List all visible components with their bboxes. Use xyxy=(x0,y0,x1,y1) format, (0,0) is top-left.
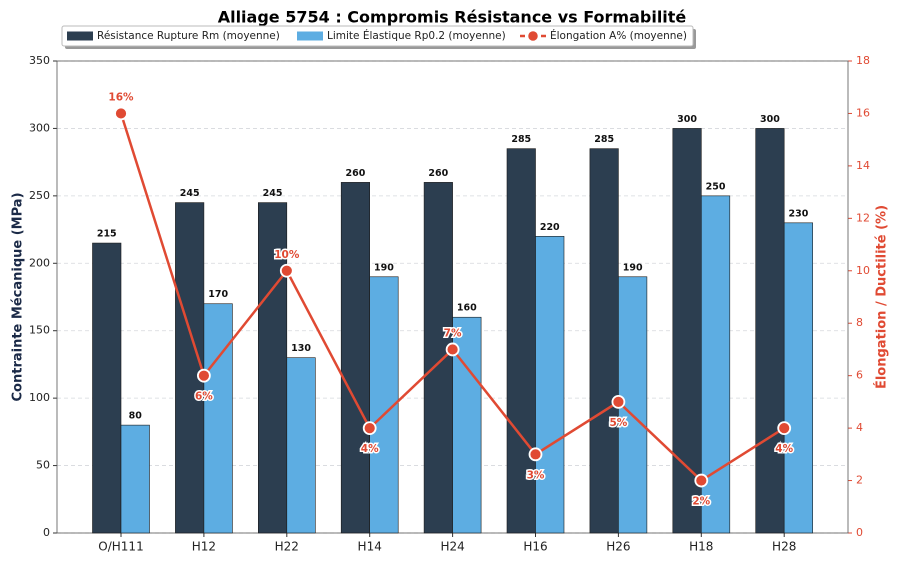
legend-label: Limite Élastique Rp0.2 (moyenne) xyxy=(327,29,506,42)
line-value-label: 10% xyxy=(274,249,300,261)
bar-value-label: 300 xyxy=(760,114,780,125)
bar-value-label: 220 xyxy=(540,222,560,233)
bar xyxy=(340,182,371,534)
y2-tick-label: 0 xyxy=(856,526,863,539)
line-value-label: 4% xyxy=(361,443,379,455)
legend-label: Résistance Rupture Rm (moyenne) xyxy=(97,30,280,42)
y-tick-label: 300 xyxy=(29,121,50,134)
bar-value-label: 130 xyxy=(291,343,311,354)
bar xyxy=(286,357,316,534)
line-value-label: 2% xyxy=(692,496,710,508)
bar xyxy=(423,182,453,534)
bar-value-label: 260 xyxy=(346,168,366,179)
line-value-label: 6% xyxy=(195,391,213,403)
y2-tick-label: 12 xyxy=(856,211,870,224)
bar-value-label: 230 xyxy=(789,208,809,219)
bar xyxy=(672,128,702,534)
bar-value-label: 300 xyxy=(677,114,697,125)
bar-value-label: 245 xyxy=(263,188,283,199)
y2-tick-label: 4 xyxy=(856,421,863,434)
x-tick-label: H26 xyxy=(606,540,630,554)
bar xyxy=(535,236,565,534)
x-tick-label: O/H111 xyxy=(98,540,143,554)
bar xyxy=(589,148,619,534)
bar xyxy=(120,424,150,534)
line-value-label: 3% xyxy=(527,469,545,481)
y2-tick-label: 2 xyxy=(856,474,863,487)
x-tick-label: H22 xyxy=(275,540,299,554)
bar-value-label: 190 xyxy=(374,262,394,273)
bar-value-label: 285 xyxy=(511,134,531,145)
bar xyxy=(175,202,205,534)
legend-swatch xyxy=(297,31,323,41)
y2-tick-label: 10 xyxy=(856,264,870,277)
bar-value-label: 245 xyxy=(180,188,200,199)
bar-value-label: 80 xyxy=(129,411,143,422)
x-tick-label: H18 xyxy=(689,540,713,554)
bar xyxy=(257,202,288,534)
y-axis-label: Contrainte Mécanique (MPa) xyxy=(11,192,26,401)
chart-title: Alliage 5754 : Compromis Résistance vs F… xyxy=(218,8,687,27)
line-marker xyxy=(694,473,709,488)
bar xyxy=(506,148,536,534)
y2-tick-label: 18 xyxy=(856,54,870,67)
y2-axis-label: Élongation / Ductilité (%) xyxy=(874,205,890,389)
line-marker xyxy=(528,447,543,462)
legend-swatch xyxy=(526,29,540,43)
bar-value-label: 160 xyxy=(457,303,477,314)
bar xyxy=(92,242,122,534)
legend-swatch xyxy=(67,31,93,41)
y2-tick-label: 8 xyxy=(856,316,863,329)
line-marker xyxy=(777,421,792,436)
line-marker xyxy=(445,342,460,357)
y-tick-label: 250 xyxy=(29,189,50,202)
x-tick-label: H28 xyxy=(772,540,796,554)
x-tick-label: H16 xyxy=(523,540,547,554)
bar-value-label: 250 xyxy=(706,181,726,192)
y-tick-label: 100 xyxy=(29,391,50,404)
y-tick-label: 150 xyxy=(29,324,50,337)
y-tick-label: 350 xyxy=(29,54,50,67)
x-tick-label: H24 xyxy=(440,540,464,554)
y-tick-label: 50 xyxy=(36,459,50,472)
line-value-label: 4% xyxy=(775,443,793,455)
legend: Résistance Rupture Rm (moyenne) Limite Él… xyxy=(61,25,696,49)
line-marker xyxy=(196,368,211,383)
y2-tick-label: 16 xyxy=(856,106,870,119)
bar-value-label: 260 xyxy=(428,168,448,179)
line-value-label: 5% xyxy=(609,417,627,429)
bar xyxy=(755,128,785,534)
legend-label: Élongation A% (moyenne) xyxy=(550,29,687,42)
x-tick-label: H14 xyxy=(358,540,382,554)
bar-value-label: 170 xyxy=(208,289,228,300)
bar xyxy=(203,303,233,534)
line-marker xyxy=(114,106,128,121)
line-value-label: 16% xyxy=(108,91,134,103)
bar-value-label: 190 xyxy=(623,262,643,273)
bar xyxy=(783,222,814,534)
line-marker xyxy=(362,421,377,436)
y-tick-label: 0 xyxy=(43,526,50,539)
x-tick-label: H12 xyxy=(192,540,216,554)
line-marker xyxy=(611,394,626,409)
bar-value-label: 215 xyxy=(97,229,117,240)
line-marker xyxy=(279,263,294,278)
y2-tick-label: 6 xyxy=(856,369,863,382)
y2-tick-label: 14 xyxy=(856,159,870,172)
bar-value-label: 285 xyxy=(594,134,614,145)
y-tick-label: 200 xyxy=(29,256,50,269)
line-value-label: 7% xyxy=(444,327,462,339)
